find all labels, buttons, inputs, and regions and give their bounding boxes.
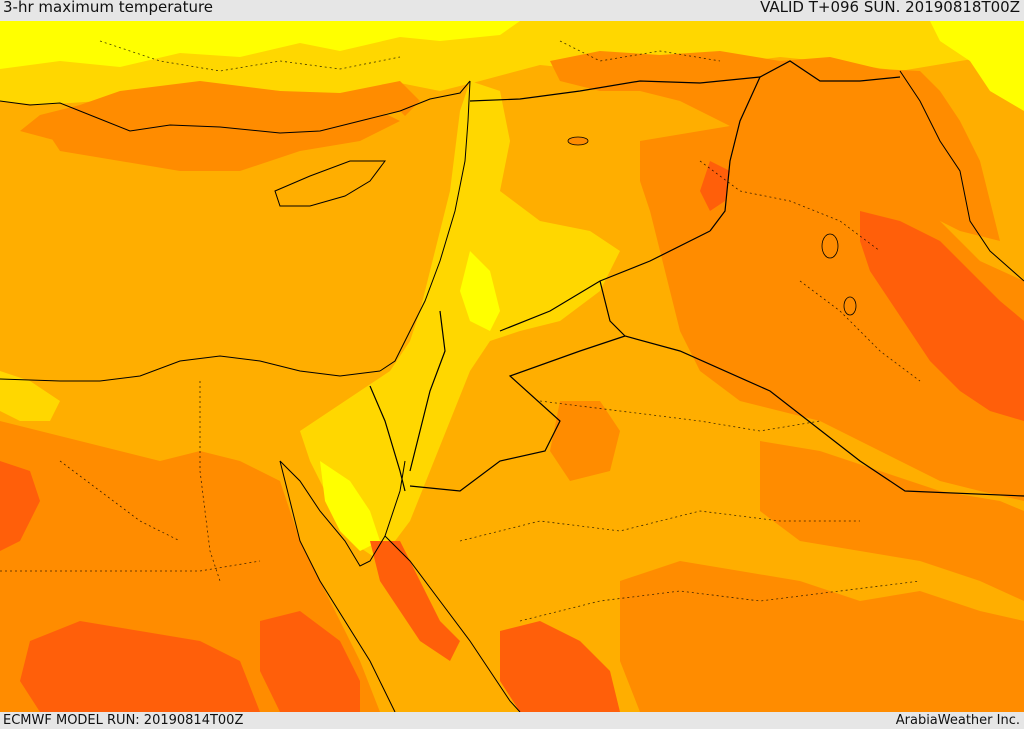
levant-coast	[379, 80, 471, 372]
jordan-saudi-border	[409, 335, 626, 492]
zone-orange-saudi-east	[760, 441, 1024, 601]
zone-yellow-egypt-patch	[0, 371, 60, 421]
footer-bar: ECMWF MODEL RUN: 20190814T00Z ArabiaWeat…	[0, 712, 1024, 729]
turkey-coast	[0, 80, 471, 134]
syria-iraq-border	[709, 76, 761, 232]
zone-lightyellow-jordan	[460, 251, 500, 331]
zone-yellow-levant	[300, 81, 620, 561]
zone-darkorange-hejaz	[500, 621, 620, 712]
zone-lightyellow-north	[0, 21, 520, 69]
zone-lightyellow-sinai	[320, 461, 380, 551]
jordan-israel-border	[409, 310, 446, 472]
country-borders	[369, 60, 1024, 497]
zone-darkorange-redsea	[370, 541, 460, 661]
temperature-map	[0, 21, 1024, 712]
caspian-east	[899, 70, 1024, 282]
redsea-coast-e	[384, 535, 521, 712]
zone-darkorange-upper-egypt	[260, 611, 360, 712]
zone-darkorange-syria	[700, 161, 730, 211]
lake-habbaniyah	[843, 296, 857, 316]
zone-orange-sea	[40, 107, 400, 171]
lake-assad	[567, 136, 589, 146]
zone-darkorange-iraq	[860, 211, 1024, 421]
zone-sea	[0, 111, 420, 371]
zone-lightyellow-northeast	[930, 21, 1024, 111]
header-bar: 3-hr maximum temperature VALID T+096 SUN…	[0, 0, 1024, 21]
coastlines	[0, 70, 1024, 712]
zone-orange-saudi-south	[620, 561, 1024, 712]
egypt-coast	[0, 355, 381, 382]
redsea-coast-w	[279, 460, 396, 712]
sinai-gulf	[279, 460, 406, 567]
cyprus	[274, 160, 386, 207]
lakes	[567, 136, 857, 316]
egypt-israel-border	[369, 385, 406, 492]
jordan-iraq-border	[599, 280, 1024, 497]
map-title: 3-hr maximum temperature	[3, 0, 214, 16]
valid-time: VALID T+096 SUN. 20190818T00Z	[760, 0, 1020, 16]
internal-boundaries	[0, 40, 921, 622]
zone-darkorange-egypt-s	[20, 621, 260, 712]
zone-darkorange-egypt-w	[0, 461, 40, 551]
zone-orange-saudi-patch	[550, 401, 620, 481]
credit: ArabiaWeather Inc.	[895, 713, 1020, 728]
turkey-syria-border	[469, 60, 901, 102]
model-run: ECMWF MODEL RUN: 20190814T00Z	[3, 713, 244, 728]
zone-orange-iraq	[640, 121, 1024, 501]
lake-tharthar	[821, 233, 839, 259]
